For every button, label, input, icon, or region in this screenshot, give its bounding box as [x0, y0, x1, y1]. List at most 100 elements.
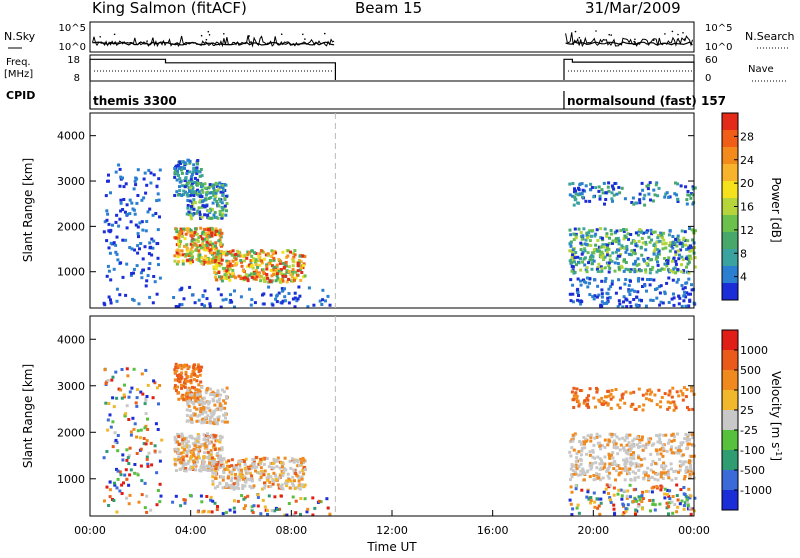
echo-cell — [196, 365, 200, 369]
echo-cell — [261, 457, 265, 461]
echo-cell — [670, 439, 674, 443]
echo-cell — [656, 194, 660, 198]
echo-cell — [654, 246, 658, 250]
echo-cell — [311, 513, 315, 517]
echo-cell — [582, 227, 586, 231]
echo-cell — [617, 488, 621, 492]
echo-cell — [149, 441, 153, 445]
echo-cell — [593, 505, 597, 509]
echo-cell — [623, 197, 627, 201]
echo-cell — [571, 251, 575, 255]
echo-cell — [328, 512, 332, 516]
echo-cell — [622, 511, 626, 515]
echo-cell — [214, 247, 218, 251]
echo-cell — [628, 444, 632, 448]
echo-cell — [115, 252, 119, 256]
echo-cell — [617, 248, 621, 252]
echo-cell — [572, 394, 576, 398]
echo-cell — [286, 472, 290, 476]
echo-cell — [298, 470, 302, 474]
echo-cell — [609, 500, 613, 504]
echo-cell — [681, 258, 685, 261]
echo-cell — [297, 258, 301, 262]
echo-cell — [645, 392, 648, 396]
noise-spike — [302, 33, 304, 36]
echo-cell — [677, 394, 681, 398]
echo-cell — [183, 381, 187, 385]
echo-cell — [595, 267, 599, 271]
echo-cell — [655, 270, 659, 274]
echo-cell — [300, 461, 303, 465]
echo-cell — [617, 242, 621, 246]
echo-cell — [654, 448, 658, 452]
echo-cell — [641, 393, 645, 397]
echo-cell — [647, 490, 651, 493]
echo-cell — [129, 430, 133, 434]
cpid-label: CPID — [6, 89, 35, 102]
echo-cell — [291, 495, 295, 499]
echo-cell — [616, 403, 620, 407]
echo-cell — [263, 486, 266, 490]
echo-cell — [570, 463, 574, 467]
echo-cell — [621, 467, 625, 471]
echo-cell — [653, 477, 657, 481]
echo-cell — [603, 445, 607, 449]
echo-cell — [189, 242, 193, 246]
echo-cell — [191, 393, 195, 396]
echo-cell — [244, 273, 248, 277]
echo-cell — [607, 452, 611, 456]
echo-cell — [607, 476, 611, 480]
freq-label-line1: Freq. — [6, 57, 31, 68]
echo-cell — [610, 435, 614, 439]
echo-cell — [594, 243, 598, 247]
echo-cell — [233, 499, 236, 503]
echo-cell — [636, 443, 639, 447]
echo-cell — [602, 402, 605, 406]
echo-cell — [650, 490, 654, 494]
echo-cell — [139, 271, 143, 275]
echo-cell — [574, 236, 578, 240]
echo-cell — [130, 201, 134, 205]
echo-cell — [579, 268, 583, 272]
echo-cell — [655, 240, 659, 244]
echo-cell — [269, 259, 272, 262]
echo-cell — [608, 456, 612, 460]
echo-cell — [588, 281, 591, 285]
echo-cell — [139, 242, 143, 245]
echo-cell — [593, 278, 596, 282]
echo-cell — [157, 402, 160, 406]
echo-cell — [262, 277, 266, 281]
echo-cell — [221, 193, 225, 197]
echo-cell — [183, 161, 187, 165]
echo-cell — [142, 177, 146, 181]
echo-cell — [259, 249, 263, 253]
echo-cell — [679, 488, 683, 492]
echo-cell — [641, 408, 645, 412]
echo-cell — [269, 475, 273, 479]
echo-cell — [202, 199, 206, 203]
echo-cell — [291, 297, 295, 301]
echo-cell — [591, 450, 595, 454]
echo-cell — [203, 451, 207, 455]
echo-cell — [660, 396, 664, 399]
echo-cell — [627, 289, 631, 293]
echo-cell — [666, 258, 670, 262]
cpid-segments: themis 3300 normalsound (fast) 157 — [89, 91, 726, 109]
echo-cell — [633, 267, 637, 271]
echo-cell — [157, 263, 160, 267]
echo-cell — [577, 227, 581, 231]
echo-cell — [600, 269, 604, 273]
echo-cell — [191, 385, 194, 389]
echo-cell — [189, 381, 193, 385]
echo-cell — [680, 229, 684, 233]
echo-cell — [292, 513, 296, 517]
echo-cell — [183, 444, 187, 448]
echo-cell — [301, 469, 305, 472]
echo-cell — [106, 212, 110, 216]
echo-cell — [156, 256, 160, 260]
echo-cell — [667, 195, 671, 199]
echo-cell — [623, 401, 627, 405]
echo-cell — [662, 449, 666, 452]
echo-cell — [586, 251, 590, 255]
echo-cell — [200, 205, 204, 209]
